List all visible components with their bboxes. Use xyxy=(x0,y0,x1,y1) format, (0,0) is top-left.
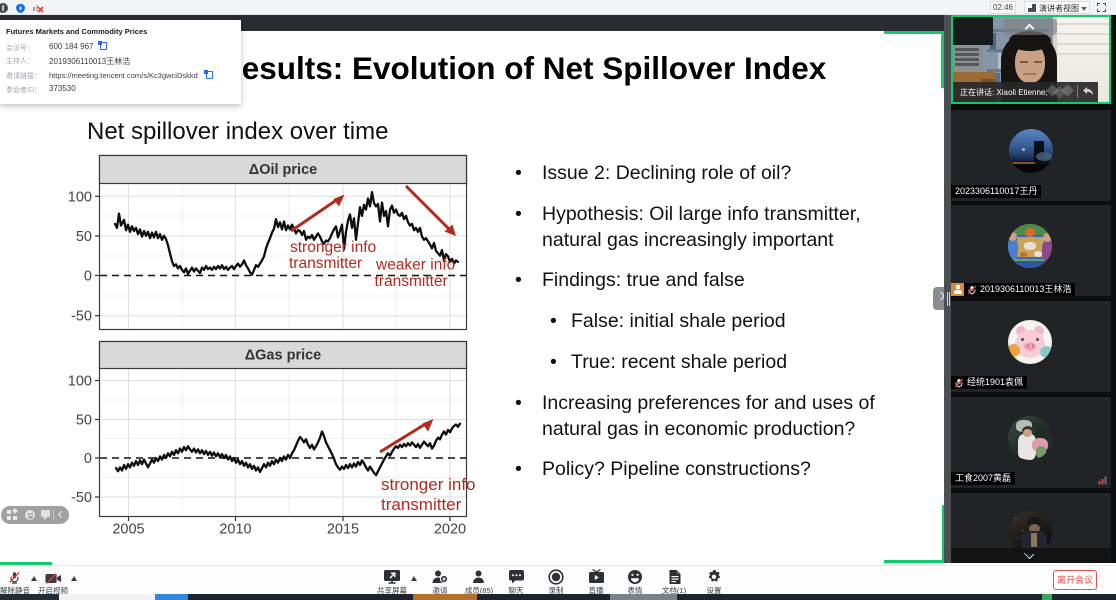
svg-text:transmitter: transmitter xyxy=(381,495,462,514)
svg-text:weaker info: weaker info xyxy=(375,257,455,274)
svg-text:2005: 2005 xyxy=(112,522,144,538)
svg-text:transmitter: transmitter xyxy=(375,273,448,290)
svg-text:2010: 2010 xyxy=(219,522,251,538)
svg-text:stronger info: stronger info xyxy=(381,475,475,494)
svg-text:ΔGas price: ΔGas price xyxy=(245,348,322,364)
svg-text:transmitter: transmitter xyxy=(289,255,362,272)
svg-text:stronger info: stronger info xyxy=(290,239,376,256)
svg-text:100: 100 xyxy=(68,374,92,390)
svg-text:-50: -50 xyxy=(71,490,92,506)
svg-text:0: 0 xyxy=(84,451,92,467)
svg-text:50: 50 xyxy=(76,413,92,429)
svg-text:0: 0 xyxy=(84,269,92,285)
svg-text:50: 50 xyxy=(76,229,92,245)
svg-text:-50: -50 xyxy=(71,309,92,325)
svg-text:2015: 2015 xyxy=(327,522,359,538)
svg-text:100: 100 xyxy=(68,190,92,206)
svg-text:2020: 2020 xyxy=(434,522,466,538)
svg-text:ΔOil price: ΔOil price xyxy=(249,162,317,178)
